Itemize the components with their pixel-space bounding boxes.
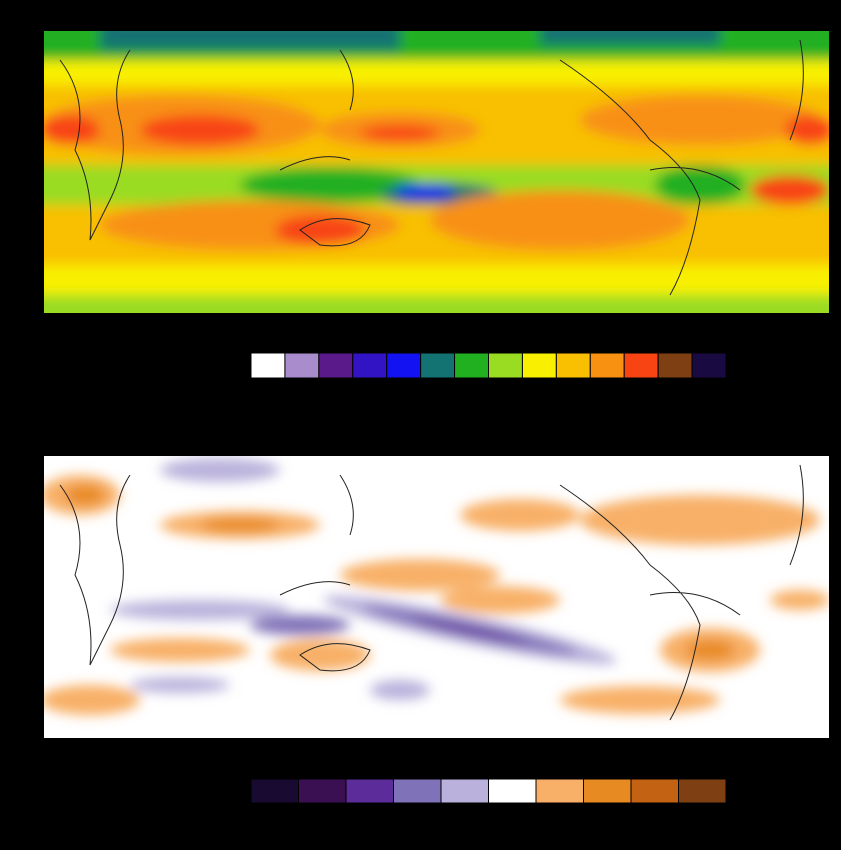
colorbar-swatch	[623, 352, 659, 379]
colorbar-swatch	[488, 778, 537, 804]
colorbar-swatch	[589, 352, 625, 379]
colorbar-swatch	[521, 352, 557, 379]
colorbar-swatch	[488, 352, 523, 379]
colorbar-top	[250, 352, 727, 379]
colorbar-swatch	[630, 778, 679, 804]
colorbar-swatch	[420, 352, 456, 379]
colorbar-swatch	[393, 778, 442, 804]
colorbar-swatch	[535, 778, 584, 804]
colorbar-swatch	[555, 352, 591, 379]
colorbar-swatch	[352, 352, 388, 379]
colorbar-swatch	[583, 778, 632, 804]
colorbar-swatch	[250, 352, 286, 379]
colorbar-swatch	[678, 778, 727, 804]
colorbar-swatch	[298, 778, 347, 804]
colorbar-swatch	[691, 352, 727, 379]
colorbar-bottom	[250, 778, 727, 804]
colorbar-swatch	[250, 778, 299, 804]
colorbar-swatch	[440, 778, 489, 804]
colorbar-swatch	[454, 352, 490, 379]
colorbar-swatch	[345, 778, 394, 804]
colorbar-swatch	[386, 352, 422, 379]
colorbar-swatch	[318, 352, 354, 379]
colorbar-swatch	[284, 352, 320, 379]
map-panel-bottom	[44, 456, 829, 738]
colorbar-swatch	[657, 352, 693, 379]
map-panel-top	[44, 31, 829, 313]
